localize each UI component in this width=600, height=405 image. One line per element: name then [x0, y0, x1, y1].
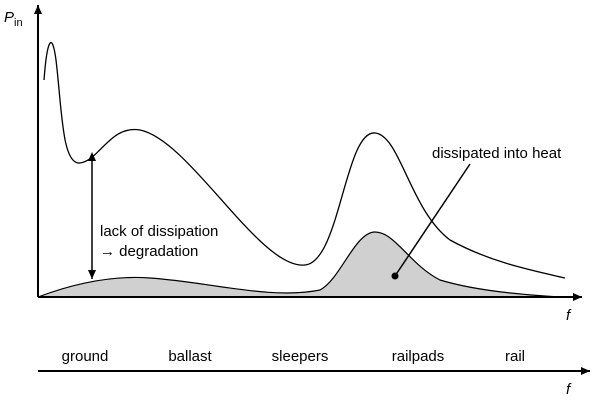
dissipated-area	[37, 231, 561, 298]
y-axis-subscript: in	[14, 17, 23, 29]
y-axis-label: Pin	[4, 9, 23, 29]
lack-annotation-1: lack of dissipation	[100, 223, 218, 240]
y-axis-symbol: P	[4, 9, 14, 26]
heat-pointer	[394, 163, 471, 277]
bottom-axis-label: f	[566, 381, 572, 398]
input-power-curve	[43, 41, 566, 279]
heat-pointer-dot	[391, 272, 399, 280]
component-label: ground	[62, 348, 109, 365]
lack-annotation-2: → degradation	[100, 243, 198, 260]
component-label: ballast	[168, 348, 212, 365]
heat-annotation: dissipated into heat	[432, 145, 562, 162]
component-label: sleepers	[272, 348, 329, 365]
x-axis-label: f	[566, 307, 572, 324]
component-label: rail	[505, 348, 525, 365]
component-label: railpads	[392, 348, 445, 365]
